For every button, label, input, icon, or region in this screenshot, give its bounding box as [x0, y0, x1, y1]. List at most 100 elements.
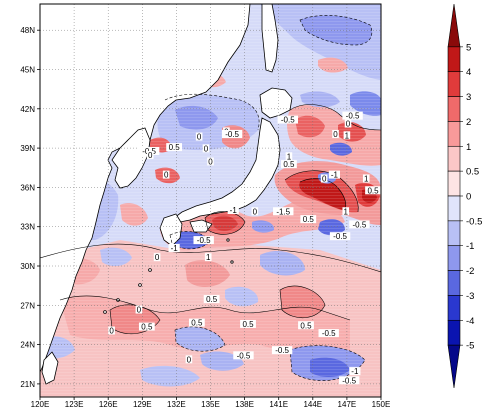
colorbar-label: 0	[466, 192, 471, 203]
lat-tick-label: 36N	[20, 183, 35, 192]
contour-label: 0	[109, 327, 114, 336]
colorbar-swatch	[447, 319, 461, 346]
contour-label: 1	[344, 207, 349, 216]
contour-label: -0.5	[353, 220, 367, 229]
contour-label: 0.5	[169, 143, 181, 152]
contour-label: 0.5	[300, 321, 312, 330]
contour-label-bg	[342, 207, 350, 216]
contour-label-bg	[344, 119, 352, 128]
contour-label-bg	[329, 232, 351, 241]
longitude-axis: 120E 123E 126E 129E 132E 135E 138E 141E 144E 147E…	[31, 397, 391, 408]
colorbar-swatch	[447, 46, 461, 73]
contour-label: 0	[204, 144, 209, 153]
contour-label-bg	[300, 215, 317, 224]
contour-label: 0	[346, 120, 351, 129]
lat-tick-label: 48N	[20, 26, 35, 35]
contour-label: 1	[287, 152, 292, 161]
contour-label-bg	[277, 115, 298, 124]
contour-label-bg	[135, 305, 143, 314]
gridlines	[40, 4, 381, 397]
colorbar-label: -5	[466, 341, 474, 352]
contour-label-bg	[240, 319, 256, 328]
colorbar-label: 3	[466, 92, 471, 103]
contour-label-bg	[221, 130, 243, 138]
lat-tick-label: 30N	[20, 262, 35, 271]
contour-label-bg	[193, 236, 214, 245]
contour-label: 0	[164, 171, 169, 180]
colorbar-swatch	[447, 145, 461, 172]
lon-tick-label: 141E	[269, 400, 288, 408]
map-plot-area: 0-0.500.5-0.50000-0.5-0.500110.5-1010.50…	[40, 4, 381, 397]
lon-tick-label: 144E	[303, 400, 322, 408]
contour-label-bg	[138, 322, 155, 331]
contour-label: 0.5	[141, 323, 153, 332]
colorbar-label: -0.5	[466, 216, 482, 227]
contour-label-bg	[166, 143, 183, 152]
contour-label-bg	[203, 295, 220, 304]
lon-tick-label: 138E	[235, 400, 254, 408]
contour-label-bg	[285, 152, 293, 161]
contour-label: -1	[351, 367, 359, 376]
contour-label: -1	[331, 171, 339, 180]
contour-label-bg	[168, 243, 180, 252]
contour-label: 0	[253, 207, 258, 216]
colorbar-label: 2	[466, 117, 471, 128]
contour-label-bg	[362, 174, 370, 183]
colorbar-label: 4	[466, 67, 471, 78]
colorbar-label: -3	[466, 291, 474, 302]
colorbar-label: 5	[466, 42, 471, 53]
contour-label-bg	[332, 130, 339, 138]
colorbar-label: -2	[466, 266, 474, 277]
contour-label-bg	[328, 170, 340, 179]
contour-label: 0.5	[367, 186, 379, 195]
contour-label-bg	[342, 111, 363, 120]
contour-label-bg	[207, 157, 214, 166]
colorbar-swatch	[447, 245, 461, 271]
colorbar-swatch	[447, 71, 461, 97]
contour-label-bg	[349, 220, 370, 229]
contour-label: -0.5	[237, 351, 251, 360]
contour-label: 0.5	[191, 319, 203, 328]
contour-label: 0.5	[242, 320, 254, 329]
colorbar-top-triangle	[447, 3, 461, 48]
contour-label: -0.5	[281, 116, 295, 125]
contour-label: 0	[322, 175, 327, 184]
colorbar-swatch	[447, 295, 461, 321]
lat-tick-label: 27N	[20, 301, 35, 310]
contour-label-bg	[349, 367, 361, 376]
contour-label: 0	[208, 158, 213, 167]
colorbar-label: -4	[466, 316, 474, 327]
contour-label: 0	[148, 151, 153, 160]
contour-label: 0	[333, 130, 338, 139]
lat-tick-label: 45N	[20, 66, 35, 75]
lon-tick-label: 147E	[338, 400, 357, 408]
lat-tick-label: 33N	[20, 223, 35, 232]
lon-tick-label: 129E	[133, 400, 152, 408]
contour-label-bg	[195, 132, 203, 141]
contour-label: 1	[364, 175, 369, 184]
contour-label: -0.5	[333, 232, 347, 241]
contour-label-bg	[153, 253, 161, 262]
contour-label-bg	[273, 207, 294, 216]
contour-label: 0.5	[206, 295, 218, 304]
contour-label-bg	[318, 329, 339, 338]
lon-tick-label: 126E	[99, 400, 118, 408]
contour-label-bg	[298, 321, 314, 330]
contour-label-bg	[338, 376, 360, 385]
lon-tick-label: 123E	[65, 400, 84, 408]
contour-label-bg	[108, 326, 115, 335]
latitude-axis: 48N 45N 42N 39N 36N 33N 30N 27N 24N 21N	[20, 26, 40, 389]
colorbar-swatch	[447, 170, 461, 197]
colorbar-swatch	[447, 96, 461, 122]
contour-label-bg	[204, 253, 212, 262]
lat-tick-label: 42N	[20, 105, 35, 114]
contour-label: 0	[137, 306, 142, 315]
contour-label-bg	[202, 144, 210, 153]
contour-label-bg	[162, 170, 170, 179]
lon-tick-label: 150E	[372, 400, 391, 408]
contour-label: 1	[345, 131, 350, 140]
contour-label-bg	[227, 205, 239, 214]
lat-tick-label: 39N	[20, 144, 35, 153]
contour-label: 0.5	[283, 160, 295, 169]
